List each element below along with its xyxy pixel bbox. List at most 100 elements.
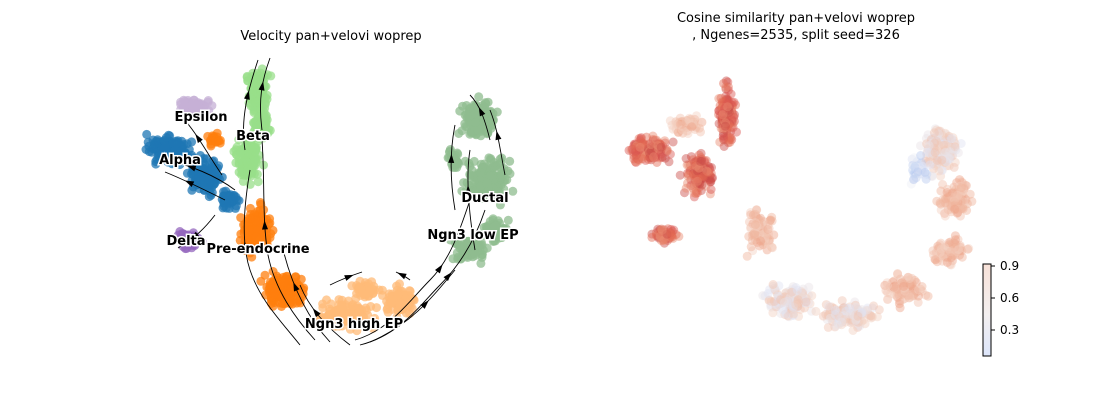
cell-point [160,142,170,152]
cluster-label-delta: Delta [166,234,205,249]
cell-point [663,224,673,234]
cell-point [495,229,505,239]
cell-point [696,148,706,158]
cell-point [693,166,702,176]
cell-point [829,303,839,313]
colorbar-tick-0.6: 0.6 [1000,291,1019,305]
cell-point [660,153,670,163]
cell-point [833,311,842,321]
cell-point [931,255,941,265]
cell-point [476,258,486,268]
cell-point [881,286,891,296]
cell-point [648,134,658,144]
streamline [450,124,456,211]
cell-point [784,305,794,315]
cell-point [662,232,672,241]
cell-point [706,168,716,178]
cell-point [964,244,974,253]
cell-point [482,178,492,188]
cell-point [650,147,660,157]
cell-point [886,289,896,299]
cell-point [779,294,789,303]
cell-point [262,94,272,104]
cell-point [893,292,903,302]
cell-point [753,232,763,242]
cell-point [837,296,847,306]
cell-point [782,296,792,306]
cell-point [701,163,711,173]
cell-point [721,98,731,108]
cell-point [666,228,676,238]
cell-point [835,315,844,325]
cell-point [836,317,846,327]
cell-point [654,225,664,235]
cell-point [761,235,771,245]
cell-point [753,232,763,242]
cell-point [950,244,960,254]
cell-point [727,135,737,145]
cell-point [347,281,357,291]
cell-point [904,290,913,300]
cell-point [666,232,676,242]
cell-point [783,298,793,307]
cell-point [723,105,733,115]
cell-point [758,216,768,226]
cell-point [798,292,808,302]
cell-point [691,164,701,174]
cell-point [846,313,856,323]
cell-point [764,296,774,306]
streamline-arrowhead [495,130,502,141]
streamline [243,59,259,151]
cell-point [755,241,765,251]
cell-point [707,173,717,183]
cell-point [944,242,954,252]
cell-point [901,287,911,297]
cell-point [730,110,739,120]
cell-point [853,305,863,314]
cell-point [722,96,732,106]
cell-point [905,280,915,290]
cell-point [683,116,693,125]
cell-point [650,135,660,145]
cell-point [631,157,641,167]
cell-point [901,284,911,294]
left-scatter-points [141,64,518,336]
cell-point [151,159,161,169]
cell-point [781,293,791,303]
cell-point [828,313,838,323]
cell-point [834,319,844,329]
cell-point [721,108,731,118]
cell-point [936,248,946,257]
cell-point [882,278,892,288]
cell-point [245,248,255,258]
cell-point [841,314,851,323]
cell-point [481,99,491,109]
cell-point [665,116,675,126]
cell-point [900,288,910,298]
cell-point [857,316,867,326]
cell-point [696,127,705,137]
cell-point [785,291,795,301]
cell-point [393,305,403,315]
cell-point [838,313,847,323]
right-panel-title-line1: Cosine similarity pan+velovi woprep [677,11,915,26]
cell-point [781,288,791,298]
cell-point [638,138,648,148]
cell-point [700,163,710,173]
cell-point [220,191,230,201]
cell-point [801,297,811,307]
cell-point [720,120,730,130]
cell-point [646,147,656,157]
cell-point [857,309,867,319]
streamline [489,109,506,176]
cell-point [896,290,906,300]
cell-point [476,131,486,141]
cell-point [688,155,698,165]
cell-point [851,300,860,310]
cell-point [764,229,773,239]
cell-point [950,242,960,252]
cell-point [722,126,732,136]
cell-point [765,235,775,245]
cell-point [723,111,733,120]
cell-point [720,118,730,128]
